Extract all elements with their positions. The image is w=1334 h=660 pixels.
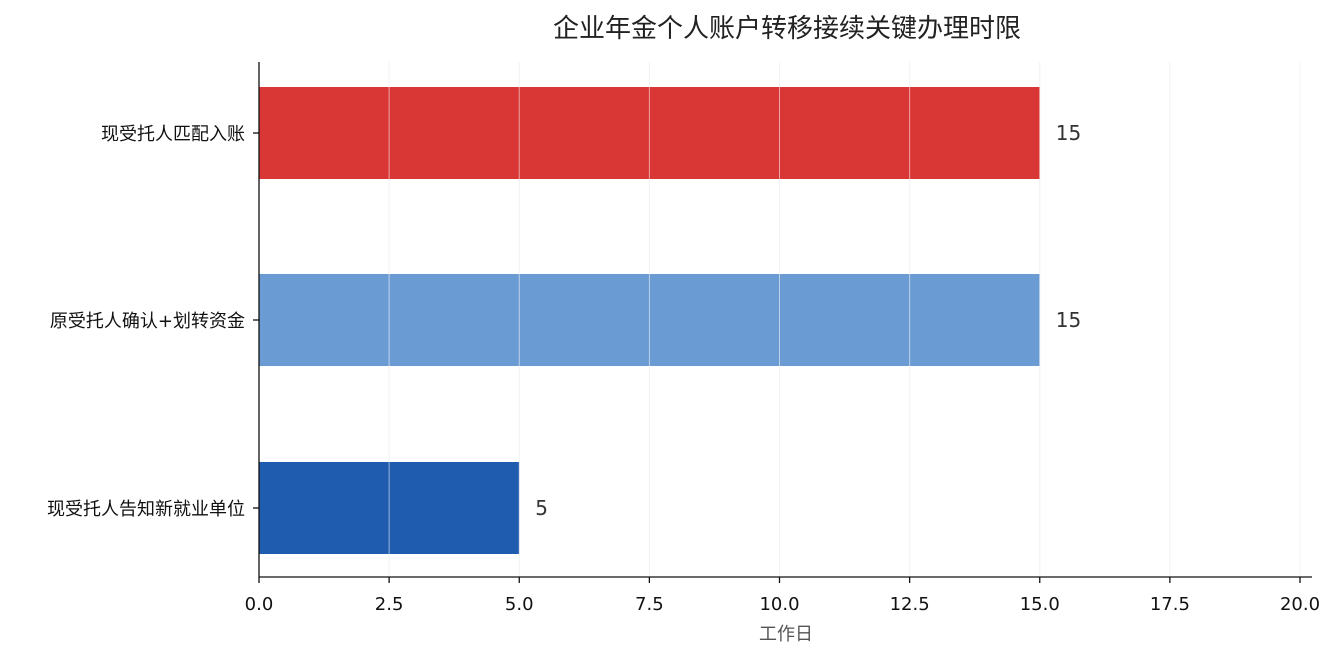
data-label: 15 bbox=[1056, 121, 1081, 145]
x-tick-label: 20.0 bbox=[1280, 594, 1320, 615]
x-tick-label: 7.5 bbox=[635, 594, 664, 615]
axis-layer: 0.0 2.5 5.0 7.5 10.0 12.5 15.0 17.5 20.0 bbox=[245, 62, 1320, 615]
chart-title: 企业年金个人账户转移接续关键办理时限 bbox=[553, 14, 1021, 44]
data-label: 5 bbox=[535, 496, 548, 520]
y-tick-label: 原受托人确认+划转资金 bbox=[50, 311, 245, 332]
x-tick-label: 2.5 bbox=[375, 594, 404, 615]
y-tick-label: 现受托人告知新就业单位 bbox=[47, 499, 245, 520]
data-label: 15 bbox=[1056, 308, 1081, 332]
x-tick-label: 17.5 bbox=[1150, 594, 1190, 615]
x-tick-label: 5.0 bbox=[505, 594, 534, 615]
labels-layer: 现受托人匹配入账 15 原受托人确认+划转资金 15 现受托人告知新就业单位 5 bbox=[47, 121, 1081, 520]
x-tick-label: 12.5 bbox=[890, 594, 930, 615]
x-axis-label: 工作日 bbox=[759, 624, 813, 645]
x-tick-label: 0.0 bbox=[245, 594, 274, 615]
x-tick-label: 10.0 bbox=[759, 594, 799, 615]
x-tick-label: 15.0 bbox=[1020, 594, 1060, 615]
y-tick-label: 现受托人匹配入账 bbox=[101, 124, 245, 145]
